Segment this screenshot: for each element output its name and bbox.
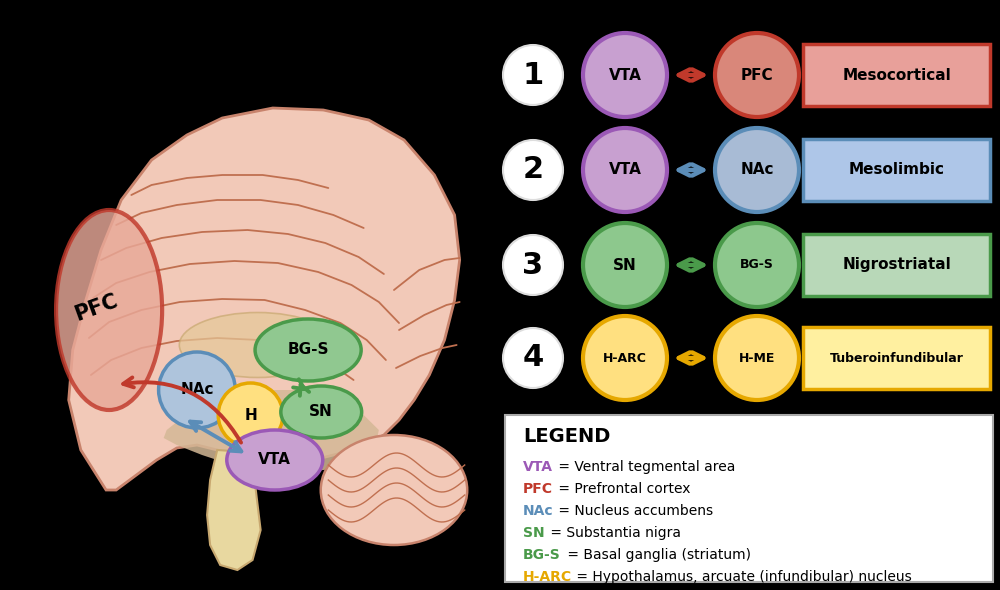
Text: BG-S: BG-S [287,343,329,358]
Circle shape [503,235,563,295]
Text: H-ARC: H-ARC [603,352,647,365]
Text: VTA: VTA [258,453,291,467]
Polygon shape [69,108,460,490]
Circle shape [583,223,667,307]
Text: Tuberoinfundibular: Tuberoinfundibular [830,352,963,365]
Text: H: H [244,408,257,422]
Text: Mesocortical: Mesocortical [842,67,951,83]
Text: BG-S: BG-S [523,548,561,562]
Text: 4: 4 [522,343,544,372]
Circle shape [159,352,235,428]
FancyBboxPatch shape [803,139,990,201]
Ellipse shape [255,319,361,381]
Ellipse shape [281,386,362,438]
Text: H-ARC: H-ARC [523,570,572,584]
Polygon shape [164,390,379,472]
Circle shape [715,316,799,400]
Circle shape [583,128,667,212]
Circle shape [503,45,563,105]
Text: NAc: NAc [523,504,554,518]
Text: PFC: PFC [523,482,553,496]
FancyBboxPatch shape [803,234,990,296]
Polygon shape [207,450,261,570]
Text: 3: 3 [522,251,544,280]
Text: SN: SN [309,405,333,419]
Text: = Ventral tegmental area: = Ventral tegmental area [554,460,736,474]
Circle shape [503,140,563,200]
Ellipse shape [179,313,336,378]
Ellipse shape [321,435,467,545]
Text: Mesolimbic: Mesolimbic [848,162,944,178]
Circle shape [583,33,667,117]
Circle shape [583,316,667,400]
Text: Nigrostriatal: Nigrostriatal [842,257,951,273]
Text: NAc: NAc [740,162,774,178]
Ellipse shape [227,430,323,490]
Text: 1: 1 [522,61,544,90]
FancyBboxPatch shape [505,415,993,582]
Circle shape [715,33,799,117]
Text: NAc: NAc [180,382,214,398]
Ellipse shape [56,210,162,410]
Text: PFC: PFC [741,67,773,83]
Text: LEGEND: LEGEND [523,427,610,446]
Text: 2: 2 [522,156,544,185]
Text: PFC: PFC [72,291,120,325]
FancyBboxPatch shape [803,44,990,106]
Text: = Substantia nigra: = Substantia nigra [546,526,681,540]
FancyBboxPatch shape [803,327,990,389]
Text: VTA: VTA [523,460,553,474]
Text: VTA: VTA [609,162,641,178]
Text: VTA: VTA [609,67,641,83]
Circle shape [218,383,283,447]
Text: = Nucleus accumbens: = Nucleus accumbens [554,504,714,518]
Circle shape [715,128,799,212]
Circle shape [715,223,799,307]
Text: H-ME: H-ME [739,352,775,365]
Text: = Basal ganglia (striatum): = Basal ganglia (striatum) [563,548,751,562]
Text: SN: SN [523,526,545,540]
Text: BG-S: BG-S [740,258,774,271]
Text: = Prefrontal cortex: = Prefrontal cortex [554,482,691,496]
Text: SN: SN [613,257,637,273]
Text: = Hypothalamus, arcuate (infundibular) nucleus: = Hypothalamus, arcuate (infundibular) n… [572,570,911,584]
Circle shape [503,328,563,388]
